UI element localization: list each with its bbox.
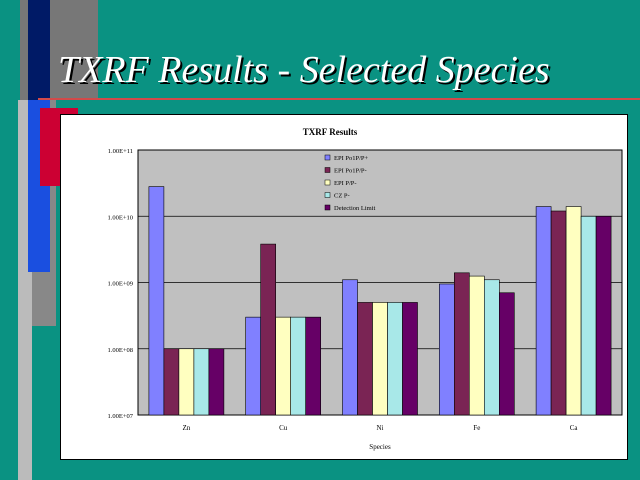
- y-tick-label: 1.00E+11: [108, 148, 133, 155]
- x-tick-label: Ni: [377, 424, 384, 432]
- legend-item: EPI Po1P/P+: [334, 155, 369, 162]
- y-tick-label: 1.00E+10: [107, 214, 133, 221]
- y-axis-ticks: 1.00E+07 1.00E+08 1.00E+09 1.00E+10 1.00E+11: [107, 148, 133, 420]
- legend-item: EPI Po1P/P-: [334, 168, 367, 175]
- bar-fe-4: [483, 279, 500, 416]
- bar-ni-2: [357, 302, 373, 416]
- legend-item: CZ P-: [334, 193, 350, 200]
- legend-swatch: [324, 192, 331, 198]
- bar-ni-5: [402, 302, 418, 416]
- bar-ni-3: [372, 302, 388, 416]
- bar-zn-2: [163, 348, 180, 416]
- bars: [148, 186, 612, 416]
- legend-swatch: [324, 204, 331, 211]
- bar-fe-5: [498, 292, 515, 416]
- bar-zn-5: [208, 348, 225, 416]
- legend-swatch: [324, 154, 331, 161]
- bar-fe-2: [453, 272, 470, 416]
- slide-title: TXRF Results - Selected Species: [58, 49, 550, 91]
- bar-cu-3: [275, 316, 291, 416]
- bar-ni-1: [342, 279, 358, 416]
- bar-zn-3: [178, 348, 195, 416]
- bar-zn-1: [148, 186, 165, 416]
- bar-ca-3: [565, 206, 582, 416]
- bar-ca-2: [550, 210, 567, 416]
- legend: EPI Po1P/P+ EPI Po1P/P- EPI P/P- CZ P- Detec…: [324, 154, 376, 212]
- x-axis-label: Species: [369, 443, 391, 451]
- legend-swatch: [324, 179, 331, 186]
- bar-ca-5: [595, 215, 612, 416]
- y-tick-label: 1.00E+07: [107, 413, 133, 420]
- bar-ni-4: [387, 302, 403, 416]
- bar-cu-2: [260, 243, 276, 416]
- x-axis-ticks: Zn Cu Ni Fe Ca: [183, 424, 579, 432]
- legend-item: Detection Limit: [334, 205, 376, 212]
- x-tick-label: Fe: [473, 424, 480, 432]
- decor-strip-navy: [28, 0, 50, 108]
- legend-item: EPI P/P-: [334, 180, 357, 187]
- bar-fe-3: [468, 275, 485, 416]
- bar-ca-1: [535, 206, 552, 416]
- title-divider: [38, 98, 640, 100]
- chart-panel: TXRF Results 1.00E+07 1.00E+08 1.00E+09 1.0…: [60, 114, 628, 460]
- bar-cu-1: [245, 316, 261, 416]
- y-tick-label: 1.00E+08: [107, 347, 133, 354]
- x-tick-label: Zn: [183, 424, 191, 432]
- legend-swatch: [324, 167, 331, 173]
- chart-title: TXRF Results: [303, 127, 358, 137]
- y-tick-label: 1.00E+09: [107, 281, 133, 288]
- bar-ca-4: [580, 215, 597, 416]
- bar-chart: TXRF Results 1.00E+071.00E+081.00E+091.0…: [107, 127, 623, 451]
- bar-cu-4: [290, 316, 306, 416]
- bar-cu-5: [305, 316, 321, 416]
- bar-zn-4: [193, 348, 210, 416]
- x-tick-label: Cu: [279, 424, 288, 432]
- bar-fe-1: [438, 283, 455, 416]
- x-tick-label: Ca: [570, 424, 579, 432]
